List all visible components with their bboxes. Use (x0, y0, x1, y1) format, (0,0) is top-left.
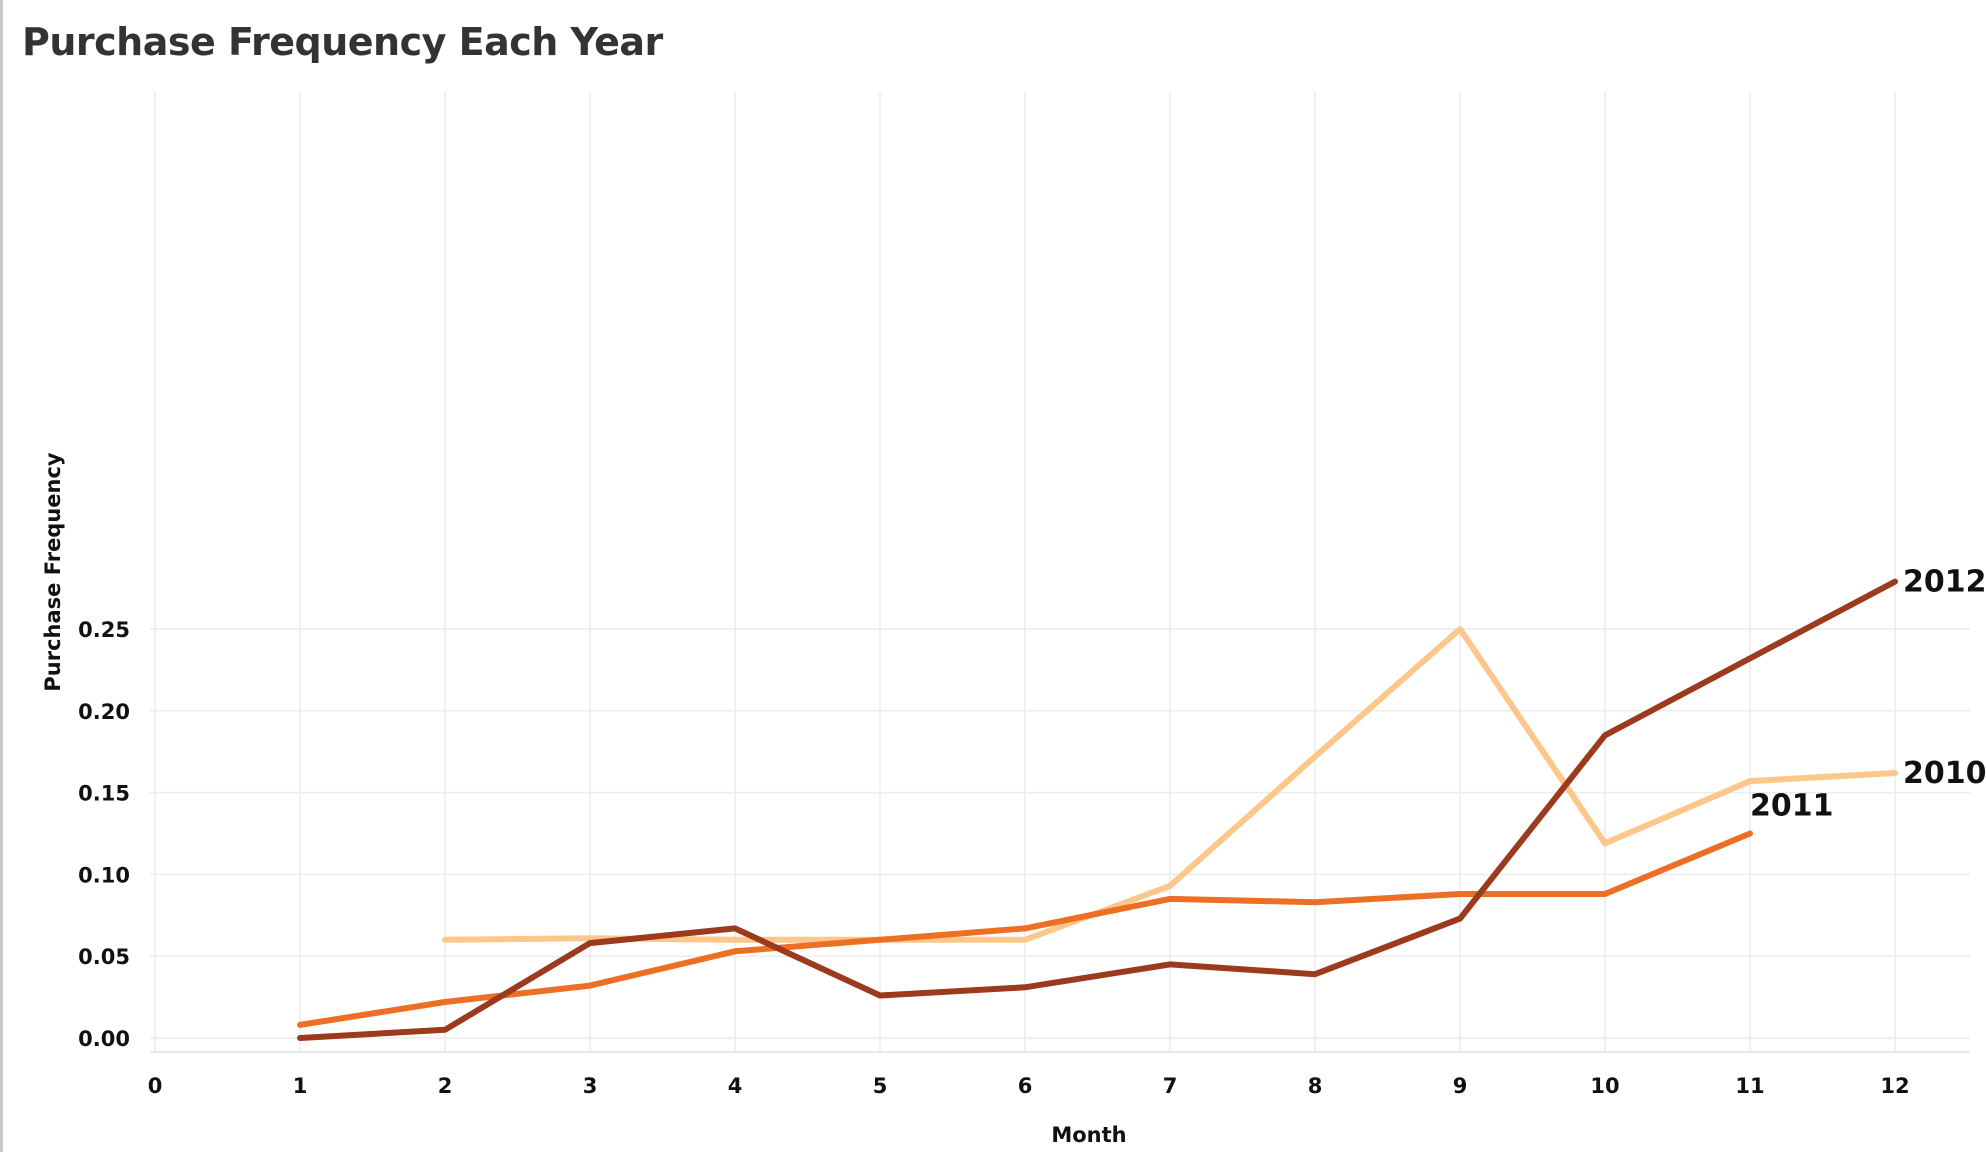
left-border (0, 0, 3, 1152)
series-label-2011: 2011 (1750, 789, 1834, 824)
x-tick-label: 4 (728, 1074, 743, 1098)
y-tick-label: 0.10 (78, 863, 130, 887)
y-axis-title: Purchase Frequency (41, 452, 65, 692)
y-tick-label: 0.00 (78, 1027, 130, 1051)
series-line-2012 (297, 578, 1898, 1041)
x-tick-label: 6 (1018, 1074, 1033, 1098)
series-lines: 2010 2011 2012 (297, 565, 1986, 1041)
x-tick-label: 9 (1453, 1074, 1468, 1098)
x-tick-label: 12 (1880, 1074, 1909, 1098)
x-tick-label: 1 (293, 1074, 308, 1098)
series-label-2012: 2012 (1903, 565, 1986, 600)
x-tick-label: 7 (1163, 1074, 1178, 1098)
x-tick-label: 5 (873, 1074, 888, 1098)
x-tick-label: 11 (1735, 1074, 1764, 1098)
y-tick-label: 0.05 (78, 945, 130, 969)
x-axis-title: Month (1051, 1123, 1126, 1147)
series-line-2010 (442, 626, 1898, 943)
grid (150, 92, 1970, 1053)
y-axis-ticks: 0.00 0.05 0.10 0.15 0.20 0.25 (78, 618, 130, 1051)
y-tick-label: 0.25 (78, 618, 130, 642)
x-tick-label: 2 (438, 1074, 453, 1098)
x-tick-label: 0 (148, 1074, 163, 1098)
series-label-2010: 2010 (1903, 756, 1986, 791)
x-tick-label: 8 (1308, 1074, 1323, 1098)
x-axis-ticks: 0 1 2 3 4 5 6 7 8 9 10 11 12 (148, 1074, 1910, 1098)
y-tick-label: 0.20 (78, 700, 130, 724)
series-line-2011 (297, 830, 1753, 1028)
chart-title: Purchase Frequency Each Year (22, 20, 663, 64)
y-tick-label: 0.15 (78, 782, 130, 806)
x-tick-label: 10 (1590, 1074, 1619, 1098)
x-tick-label: 3 (583, 1074, 598, 1098)
